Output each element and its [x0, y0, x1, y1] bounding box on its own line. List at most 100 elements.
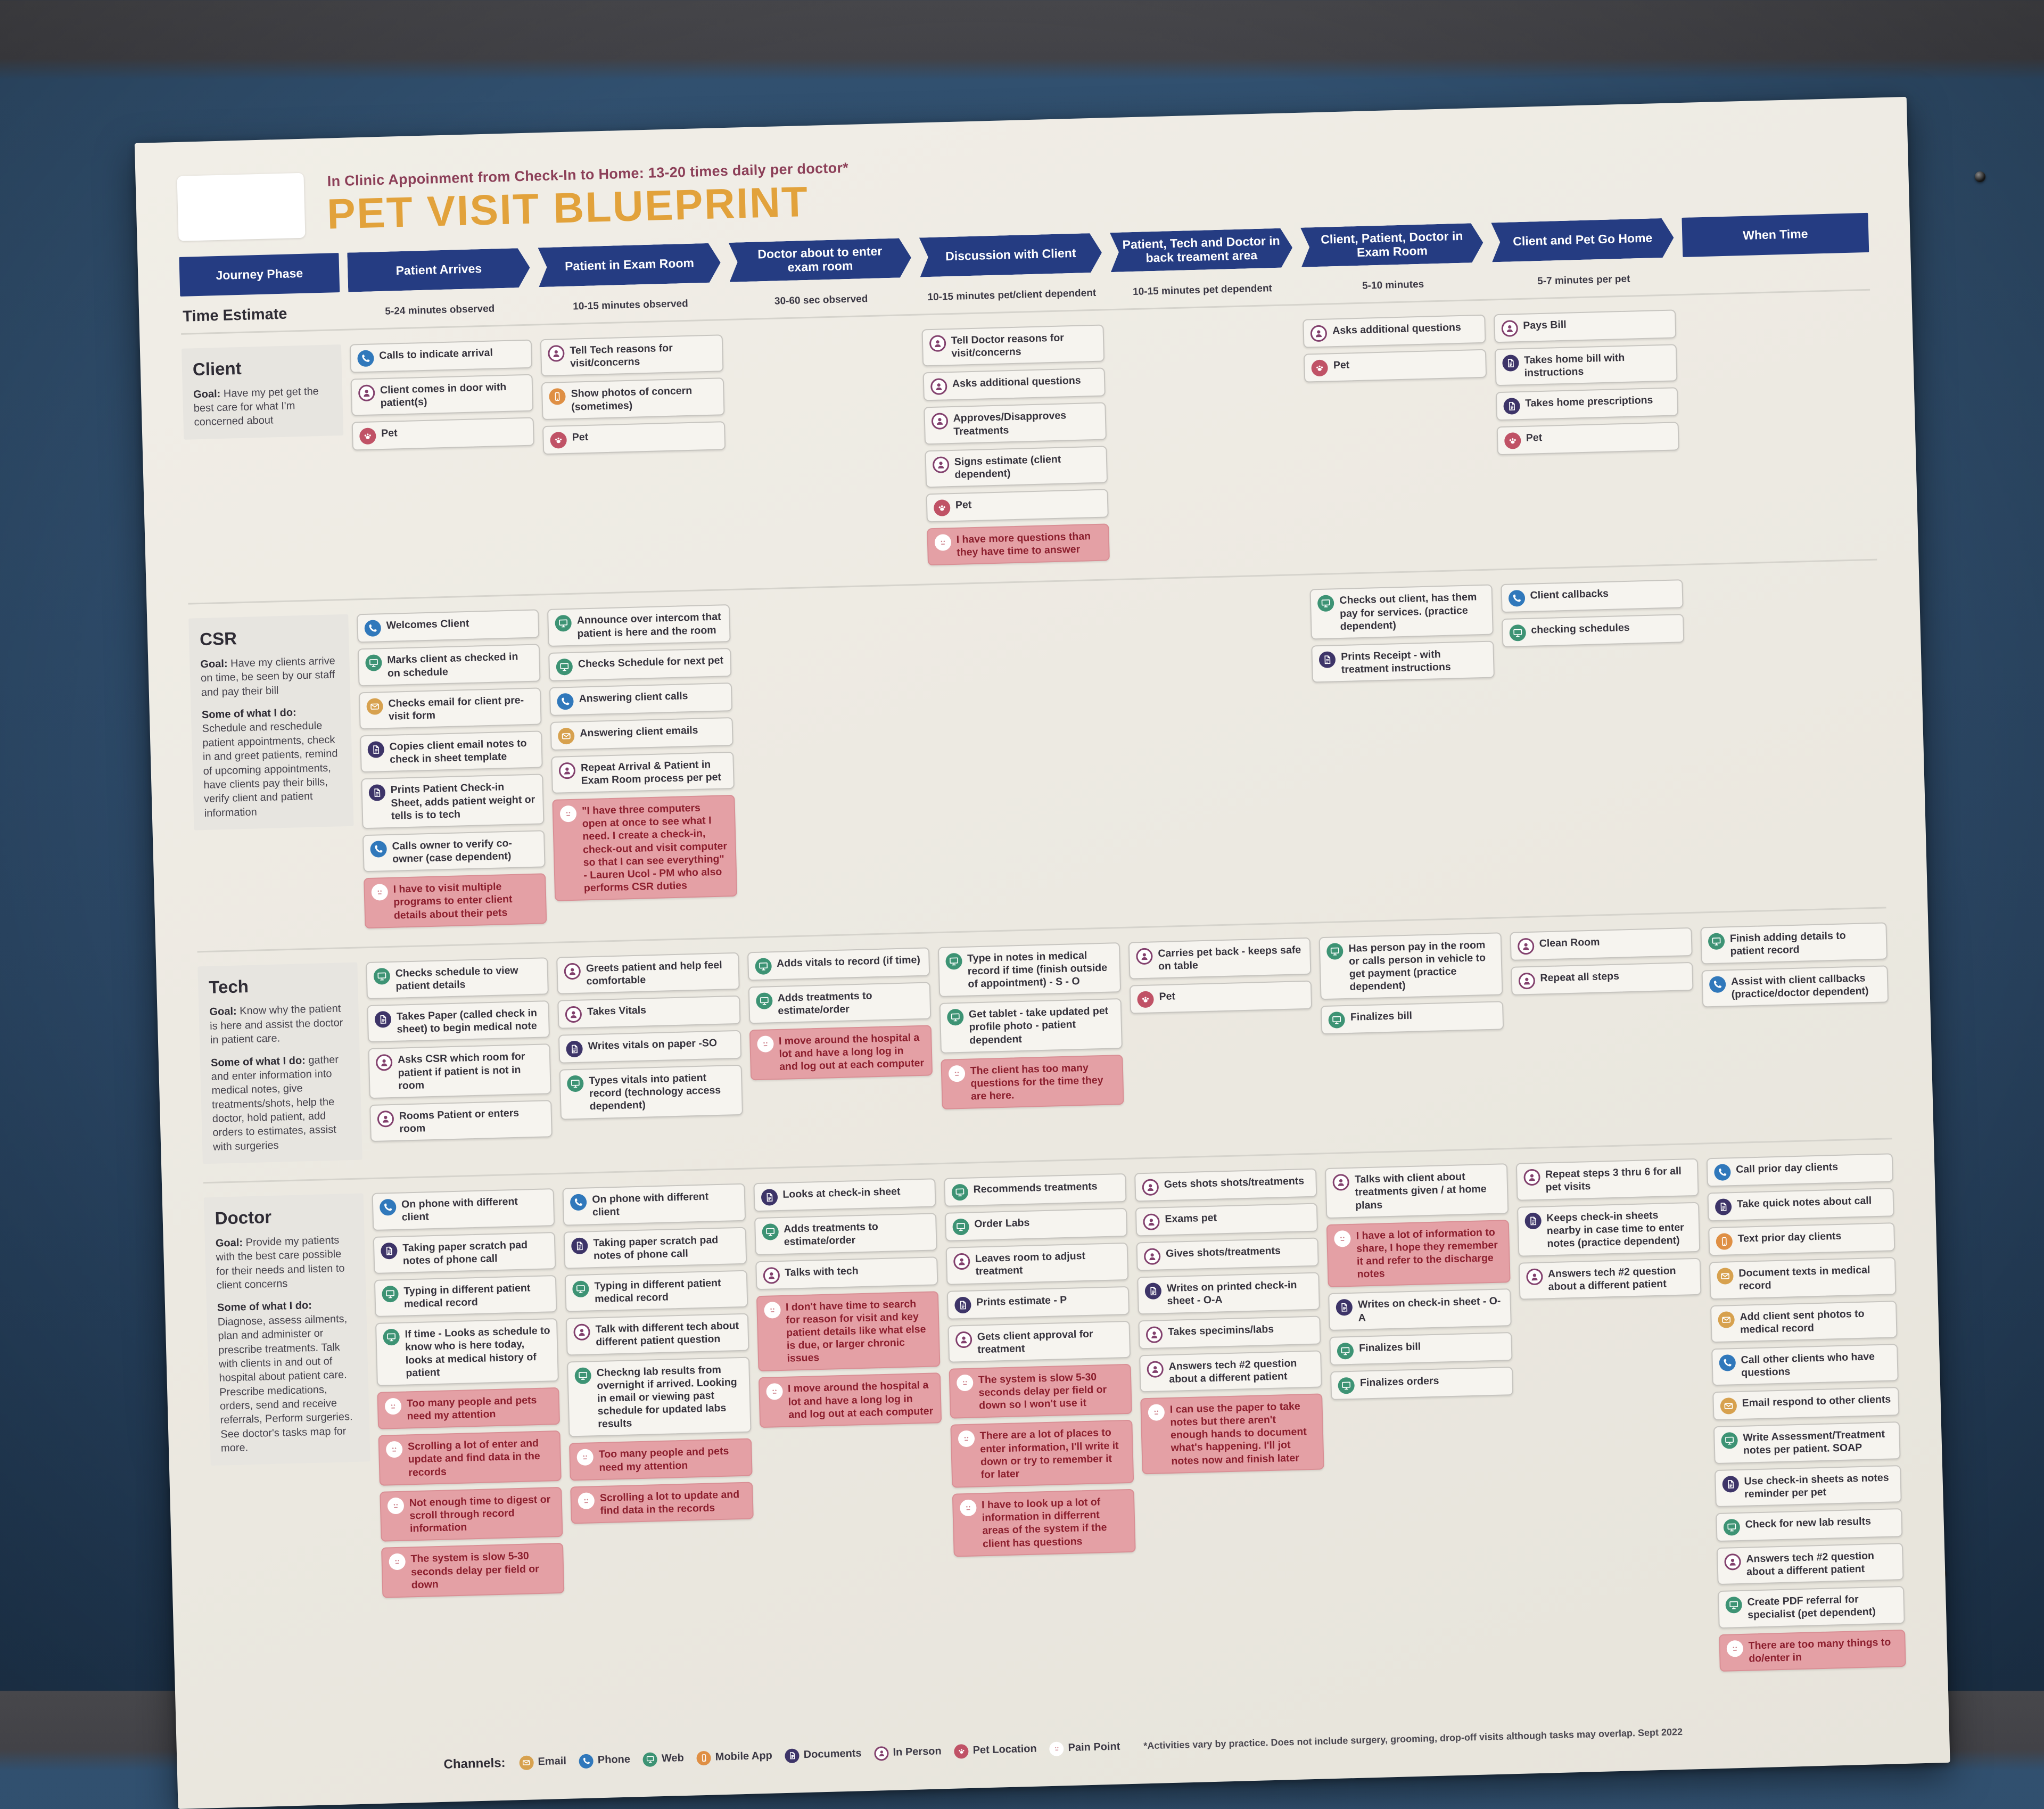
activity-card: Typing in different patient medical reco… — [564, 1270, 748, 1312]
email-icon — [519, 1755, 534, 1771]
card-text: Finalizes bill — [1358, 1341, 1421, 1354]
documents-icon — [368, 784, 386, 802]
phone-icon — [557, 693, 574, 710]
card-text: Tell Tech reasons for visit/concerns — [570, 342, 673, 369]
card-text: Answering client emails — [580, 724, 698, 739]
card-text: Calls to indicate arrival — [379, 347, 493, 362]
pain-point-icon — [389, 1553, 406, 1570]
activity-card: Recommends treatments — [944, 1173, 1127, 1207]
channel-legend-item: Web — [642, 1751, 685, 1767]
activity-card: Taking paper scratch pad notes of phone … — [563, 1227, 747, 1269]
card-text: Check for new lab results — [1745, 1515, 1872, 1531]
pet-location-icon — [550, 431, 567, 449]
web-icon — [382, 1285, 399, 1303]
activity-card: Client callbacks — [1501, 579, 1684, 613]
activity-card: Announce over intercom that patient is h… — [547, 604, 731, 647]
pain-point-card: Too many people and pets need my attenti… — [377, 1387, 561, 1430]
channel-label: Phone — [597, 1754, 631, 1766]
documents-icon — [1502, 355, 1519, 372]
pain-point-icon — [576, 1449, 594, 1466]
documents-icon — [1715, 1198, 1732, 1216]
in-person-icon — [1724, 1553, 1741, 1570]
role-sidebar: CSR Goal: Have my clients arrive on time,… — [188, 614, 354, 831]
role-name: Tech — [208, 976, 249, 997]
pet-location-icon — [1311, 359, 1329, 377]
pet-location-icon — [933, 499, 951, 516]
pet-location-icon — [359, 427, 376, 445]
card-text: Show photos of concern (sometimes) — [571, 385, 693, 413]
activity-card: On phone with different client — [562, 1183, 746, 1226]
card-text: Client callbacks — [1530, 588, 1609, 602]
channel-legend-item: Pet Location — [954, 1742, 1037, 1759]
card-text: Answers tech #2 question about a differe… — [1746, 1550, 1875, 1578]
activity-card: Repeat steps 3 thru 6 for all pet visits — [1515, 1158, 1699, 1201]
activity-card: Gives shots/treatments — [1136, 1237, 1320, 1271]
card-text: Prints Patient Check-in Sheet, adds pati… — [390, 781, 535, 822]
legend-footnote: *Activities vary by practice. Does not i… — [1143, 1726, 1683, 1752]
pain-point-card: The system is slow 5-30 seconds delay pe… — [949, 1363, 1133, 1419]
in-person-icon — [1143, 1248, 1161, 1265]
pain-point-icon — [1726, 1640, 1744, 1657]
pain-point-card: The system is slow 5-30 seconds delay pe… — [381, 1543, 565, 1598]
pain-point-icon — [763, 1301, 781, 1319]
pet-visit-blueprint-poster: In Clinic Appoinment from Check-In to Ho… — [134, 96, 1950, 1809]
card-text: On phone with different client — [592, 1190, 709, 1219]
pet-location-icon — [954, 1744, 969, 1759]
activity-card: Repeat Arrival & Patient in Exam Room pr… — [551, 751, 735, 794]
card-text: Adds treatments to estimate/order — [783, 1221, 879, 1248]
card-text: Recommends treatments — [973, 1180, 1098, 1196]
card-text: Answers tech #2 question about a differe… — [1547, 1265, 1676, 1293]
phase-cards-column: Adds vitals to record (if time) Adds trea… — [747, 947, 935, 1149]
card-text: Clean Room — [1539, 936, 1600, 950]
activity-card: Types vitals into patient record (techno… — [559, 1064, 743, 1120]
card-text: Checks out client, has them pay for serv… — [1339, 591, 1477, 632]
web-icon — [951, 1183, 969, 1201]
activity-card: Answering client emails — [550, 717, 733, 751]
activity-card: Assist with client callbacks (practice/d… — [1701, 965, 1889, 1008]
web-icon — [945, 952, 962, 970]
phone-icon — [1714, 1164, 1731, 1181]
role-row-csr: CSR Goal: Have my clients arrive on time,… — [188, 558, 1886, 951]
pain-point-icon — [1148, 1404, 1165, 1421]
activity-card: Check for new lab results — [1716, 1508, 1903, 1542]
activity-card: Greets patient and help feel comfortable — [556, 952, 740, 994]
activity-card: Takes specimins/labs — [1138, 1315, 1322, 1349]
phase-cards-column: Call prior day clients Take quick notes a… — [1706, 1153, 1906, 1672]
role-row-tech: Tech Goal: Know why the patient is here a… — [197, 907, 1892, 1182]
phase-cards-column: Looks at check-in sheet Adds treatments t… — [753, 1178, 949, 1697]
channel-legend-item: In Person — [874, 1744, 942, 1761]
card-text: Assist with client callbacks (practice/d… — [1730, 972, 1869, 1001]
time-estimate: 10-15 minutes observed — [573, 298, 688, 313]
activity-card: Leaves room to adjust treatment — [945, 1243, 1129, 1285]
card-text: Finish adding details to patient record — [1729, 930, 1846, 958]
web-icon — [1509, 624, 1526, 642]
phone-icon — [379, 1199, 397, 1216]
activity-card: Call prior day clients — [1706, 1153, 1893, 1187]
phase-cards-column: Carries pet back - keeps safe on table Pe… — [1128, 937, 1316, 1139]
card-text: Writes vitals on paper -SO — [588, 1037, 718, 1052]
activity-card: Copies client email notes to check in sh… — [360, 730, 543, 773]
activity-card: Pays Bill — [1493, 309, 1677, 343]
web-icon — [572, 1280, 590, 1298]
pain-point-icon — [956, 1374, 974, 1392]
card-text: Signs estimate (client dependent) — [954, 453, 1061, 481]
card-text: Takes Vitals — [587, 1004, 647, 1018]
phone-icon — [1709, 976, 1726, 993]
phone-icon — [370, 840, 388, 858]
card-text: Finalizes bill — [1350, 1010, 1413, 1024]
role-sections: Client Goal: Have my pet get the best car… — [181, 289, 1907, 1729]
phase-cards-column: Announce over intercom that patient is h… — [547, 604, 738, 923]
in-person-icon — [573, 1323, 591, 1341]
activity-card: Prints Patient Check-in Sheet, adds pati… — [361, 774, 545, 829]
phase-cards-column: Gets shots shots/treatments Exams pet Give… — [1134, 1168, 1330, 1687]
pain-point-card: I have a lot of information to share, I … — [1326, 1219, 1511, 1288]
phase-cards-column: Checks schedule to view patient details T… — [366, 957, 553, 1160]
role-goal: Goal: Know why the patient is here and a… — [209, 1002, 343, 1046]
web-icon — [761, 1223, 779, 1241]
activity-card: Takes Vitals — [557, 995, 741, 1029]
pain-point-icon — [387, 1497, 405, 1515]
role-name: Doctor — [215, 1207, 272, 1228]
phone-icon — [364, 620, 382, 637]
phone-icon — [357, 350, 374, 367]
phase-chevron: Discussion with Client — [919, 233, 1102, 277]
